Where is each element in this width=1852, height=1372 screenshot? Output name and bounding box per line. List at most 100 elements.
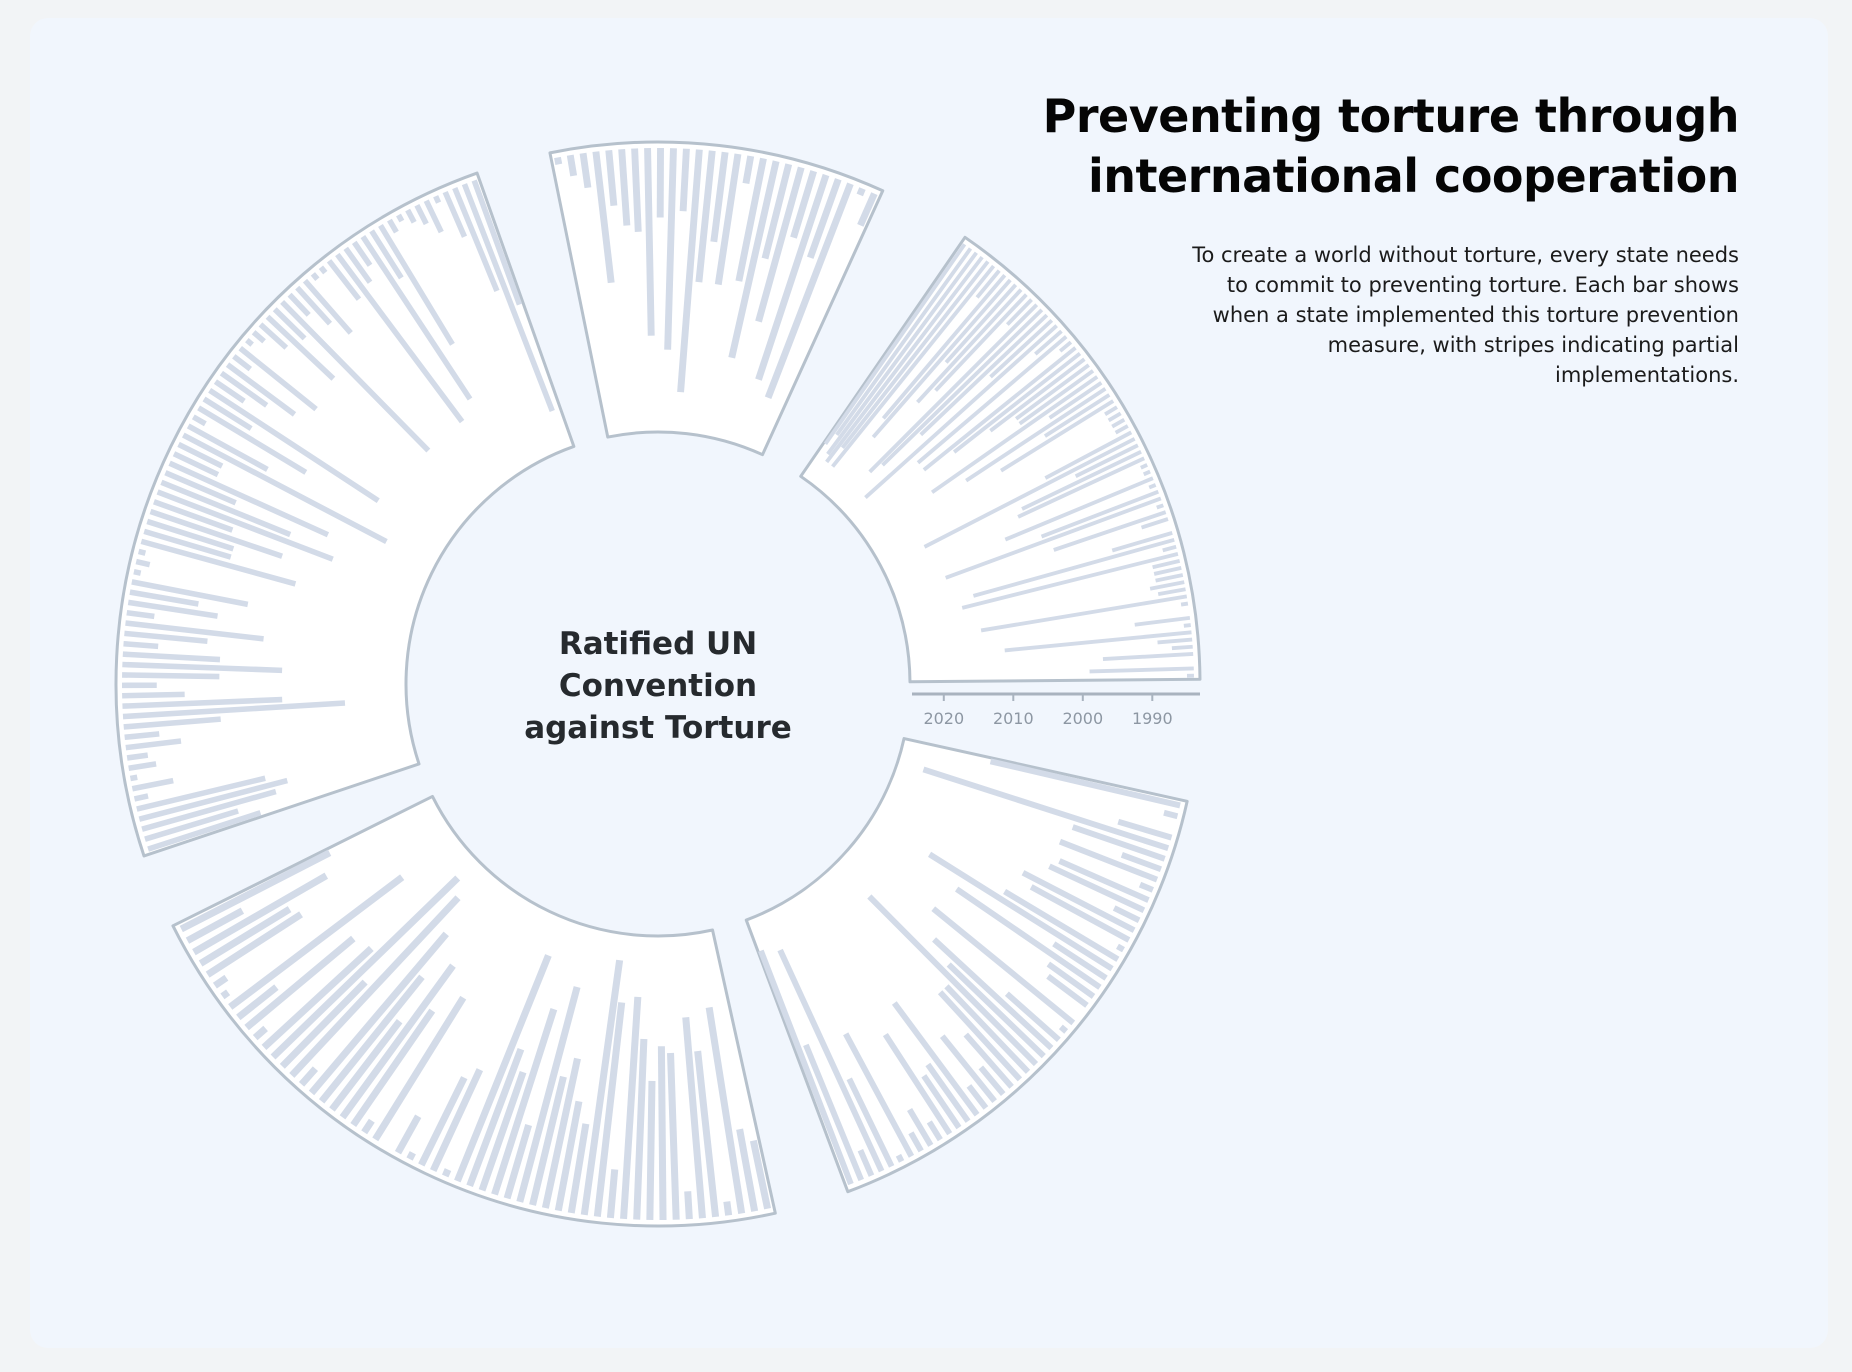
bar [125,738,182,751]
bar [755,173,830,381]
bar [208,387,380,504]
bar [758,949,854,1186]
bar [1157,587,1186,597]
bar [1046,961,1096,999]
bar [1018,369,1095,426]
bar [406,1151,416,1161]
bar [516,986,581,1203]
chart-description: To create a world without torture, every… [1192,243,1739,387]
bar [871,278,1012,439]
bar [179,849,332,933]
bar [153,499,234,533]
bar [1107,411,1122,423]
bar [177,441,224,469]
bar [921,1074,962,1130]
bar [124,731,160,741]
bar [396,213,405,223]
bar [329,1019,403,1112]
bar [213,379,246,404]
bar [310,272,320,281]
bar [265,314,336,381]
sector-wedge [744,737,1189,1194]
bar [1058,340,1073,353]
bar [212,974,229,989]
bar [989,758,1181,809]
bar [405,208,417,224]
bar [710,151,729,243]
bar [965,387,1107,483]
sector-southeast [744,737,1189,1194]
bar [926,1120,943,1142]
sector-southwest [171,794,777,1228]
bar [579,152,592,189]
bar [803,1043,864,1182]
bar [567,1123,590,1214]
bar [350,1008,436,1127]
bar [308,931,449,1096]
bar [1052,941,1108,981]
bar [749,1139,772,1210]
bar [606,1169,619,1219]
bar [192,872,329,956]
bar [1111,530,1173,553]
bar [1102,652,1194,661]
page-title: Preventing torture through international… [839,86,1740,206]
bar [1089,666,1194,674]
bar [258,322,289,350]
bar [129,774,138,782]
bar [831,264,996,468]
bar [1153,566,1182,576]
bar [907,1107,934,1147]
bar [1003,888,1120,962]
bar [302,278,353,335]
bar [146,518,235,552]
bar [442,1168,452,1178]
bar [646,1080,656,1220]
bar [1058,1024,1069,1034]
bar [378,223,455,346]
bar [1120,852,1162,873]
bar [554,156,563,165]
bar [840,260,990,449]
bar [1171,644,1193,651]
bar [387,218,399,234]
bar [989,357,1086,433]
bar [279,979,368,1069]
bar [369,229,404,280]
bar [131,777,174,792]
bar [891,1001,980,1117]
bar [592,151,615,284]
bar [664,148,677,350]
bar [978,1065,1006,1096]
bar [228,874,405,1010]
bar [1117,818,1173,841]
sector-wedge [171,794,777,1228]
bar [287,292,311,317]
bar [232,354,252,372]
bar [1115,943,1125,953]
axis-tick-label: 2020 [923,709,964,728]
bar [1017,456,1145,519]
bar [131,579,249,608]
bar [433,195,442,204]
bar [881,274,1007,420]
bar [764,182,854,400]
bar [147,810,262,852]
bar [185,907,245,944]
bar [1180,601,1189,607]
center-label-line-3: against Torture [524,710,792,746]
bar [742,155,755,185]
bar [856,187,866,197]
bar [1156,503,1164,510]
bar [129,589,199,607]
bar [895,1153,905,1163]
bar [191,414,207,427]
bar [679,148,690,212]
axis-tick-label: 2010 [993,709,1034,728]
bar [922,346,1077,472]
bar [128,761,157,771]
bar [825,255,984,464]
bar [1140,517,1169,530]
bar [137,548,147,556]
